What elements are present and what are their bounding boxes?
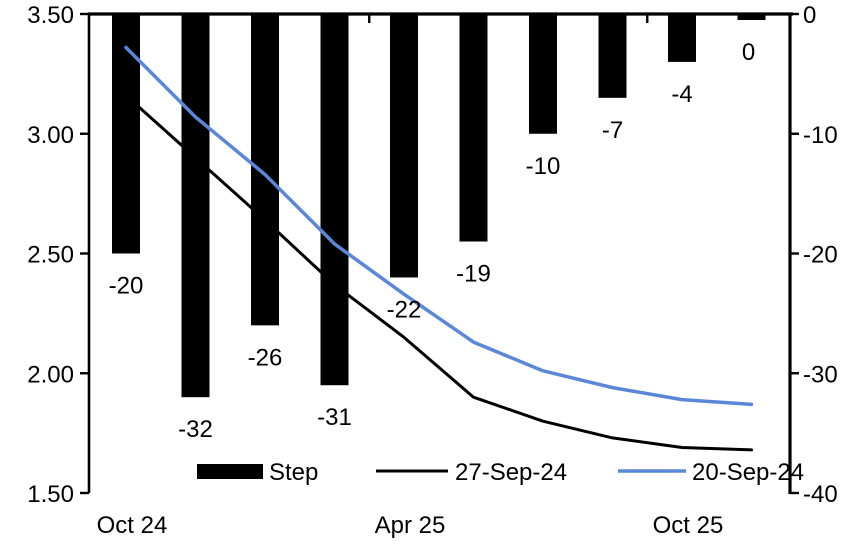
right-tick-label: -20 (803, 242, 838, 269)
line-20-sep-24 (124, 45, 754, 407)
bar-data-label: -10 (526, 153, 561, 180)
bar-step (181, 14, 210, 398)
bar-step (390, 14, 418, 278)
left-tick-label: 3.00 (27, 122, 74, 149)
x-axis-label: Oct 24 (97, 512, 168, 539)
bar-step (598, 14, 627, 98)
bar-data-label: -20 (109, 273, 144, 300)
lines-group (124, 45, 754, 452)
right-tick-label: -10 (803, 122, 838, 149)
legend-label-20-sep-24: 20-Sep-24 (692, 459, 804, 486)
bar-labels-group: -20 -32 -26 -31 -22 -19 -10 -7 -4 0 (109, 39, 756, 443)
bar-data-label: -19 (456, 261, 491, 288)
left-axis-labels: 3.50 3.00 2.50 2.00 1.50 (27, 2, 74, 508)
bar-data-label: -26 (248, 344, 283, 371)
left-tick-label: 2.50 (27, 242, 74, 269)
legend-label-step: Step (269, 459, 318, 486)
bar-data-label: 0 (742, 39, 755, 66)
bar-step (112, 14, 140, 254)
right-tick-label: -30 (803, 361, 838, 388)
bar-step (529, 14, 557, 134)
bar-data-label: -31 (317, 404, 352, 431)
bar-step (251, 14, 279, 326)
line-27-sep-24 (124, 93, 753, 452)
right-axis-ticks (790, 12, 799, 495)
right-tick-label: -40 (803, 481, 838, 508)
x-axis-label: Oct 25 (653, 512, 724, 539)
bar-step (320, 14, 349, 386)
category-ticks (368, 14, 649, 23)
legend-label-27-sep-24: 27-Sep-24 (455, 459, 567, 486)
right-axis-labels: 0 -10 -20 -30 -40 (803, 2, 838, 508)
right-tick-label: 0 (803, 2, 816, 29)
bars-group (112, 14, 766, 398)
bar-step (737, 14, 766, 20)
x-axis-labels: Oct 24 Apr 25 Oct 25 (97, 512, 724, 539)
bar-data-label: -4 (671, 81, 692, 108)
legend: Step 27-Sep-24 20-Sep-24 (197, 459, 804, 486)
bar-step (668, 14, 696, 62)
legend-swatch-step (197, 464, 263, 479)
left-axis-ticks (80, 12, 89, 495)
bar-data-label: -22 (387, 296, 422, 323)
bar-data-label: -7 (602, 117, 623, 144)
left-tick-label: 1.50 (27, 481, 74, 508)
bar-step (459, 14, 488, 242)
bar-data-label: -32 (178, 416, 213, 443)
x-axis-label: Apr 25 (375, 512, 446, 539)
left-tick-label: 3.50 (27, 2, 74, 29)
left-tick-label: 2.00 (27, 361, 74, 388)
